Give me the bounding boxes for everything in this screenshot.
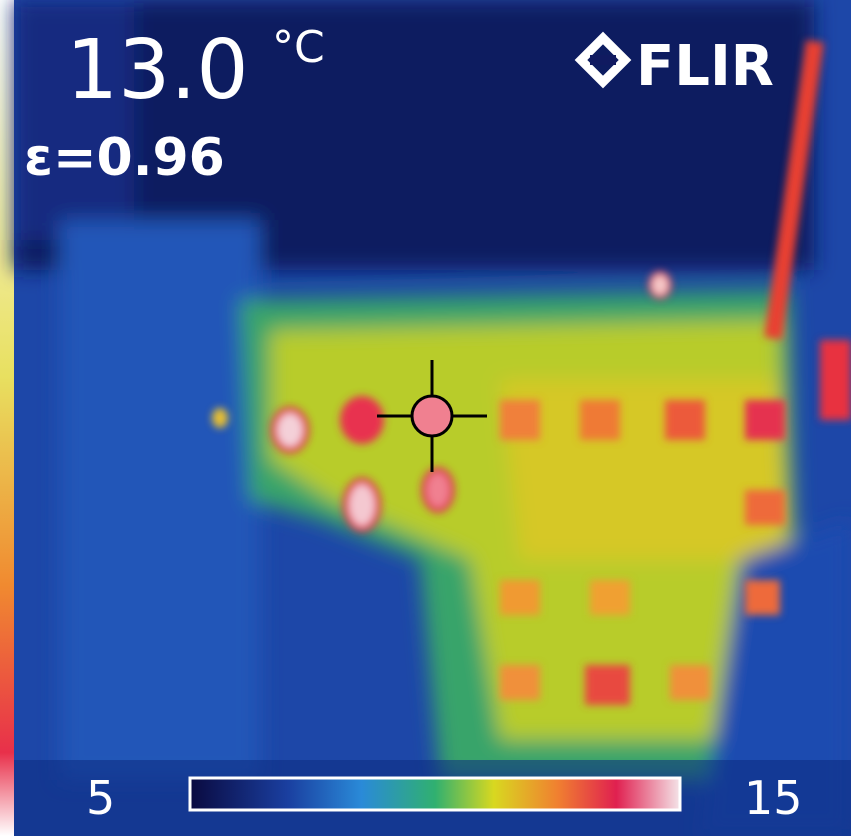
hot-spots xyxy=(212,40,851,705)
spot xyxy=(340,396,384,444)
spot xyxy=(590,580,630,615)
scale-min: 5 xyxy=(86,771,115,825)
crosshair-circle xyxy=(410,394,454,438)
temperature: 13.0 xyxy=(66,23,249,118)
warm-area-bright xyxy=(500,380,790,560)
color-bar xyxy=(188,776,682,812)
blue-area xyxy=(60,220,260,780)
spot xyxy=(212,408,228,428)
spot xyxy=(648,271,672,299)
pipe xyxy=(764,40,824,340)
spot xyxy=(670,665,710,700)
emissivity: ε=0.96 xyxy=(24,128,225,188)
spot xyxy=(271,407,309,453)
spot xyxy=(580,400,620,440)
left-strip xyxy=(0,0,14,836)
spot xyxy=(500,665,540,700)
spot xyxy=(665,400,705,440)
blue-corner xyxy=(700,520,851,836)
cold-left xyxy=(14,0,134,240)
logo-gap xyxy=(590,55,616,65)
flir-logo: FLIR xyxy=(574,31,774,99)
logo-text: FLIR xyxy=(636,34,774,99)
spot xyxy=(421,467,455,513)
logo-diamond xyxy=(574,31,632,89)
spot xyxy=(745,580,780,615)
spot xyxy=(745,490,785,525)
spot xyxy=(343,478,381,532)
temperature-unit: °C xyxy=(272,22,325,73)
spot xyxy=(745,400,785,440)
spot xyxy=(500,400,540,440)
spot xyxy=(820,340,851,420)
scale-max: 15 xyxy=(744,771,803,825)
spot xyxy=(585,665,630,705)
spot xyxy=(500,580,540,615)
crosshair xyxy=(377,360,487,472)
